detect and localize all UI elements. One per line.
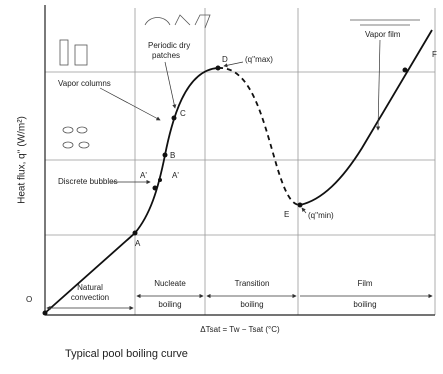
leaders xyxy=(100,40,380,213)
annotation: (q''max) xyxy=(245,55,273,64)
annotation: Vapor columns xyxy=(58,79,111,88)
region-label: Film xyxy=(357,279,372,288)
region-label: boiling xyxy=(240,300,263,309)
point-label: E xyxy=(284,210,289,219)
region-label: convection xyxy=(71,293,109,302)
point-label: O xyxy=(26,295,32,304)
point-label: A' xyxy=(172,171,179,180)
annotation: Periodic dry xyxy=(148,41,190,50)
point-label: F xyxy=(432,50,437,59)
point-label: A xyxy=(135,239,141,248)
region-label: boiling xyxy=(158,300,181,309)
point-label: A' xyxy=(140,171,147,180)
region-label: Natural xyxy=(77,283,103,292)
caption: Typical pool boiling curve xyxy=(65,348,188,360)
annotation: (q''min) xyxy=(308,211,334,220)
region-label: boiling xyxy=(353,300,376,309)
region-label: Transition xyxy=(235,279,270,288)
boiling-diagram: Heat flux, q'' (W/m²) O A A' A' B C D E … xyxy=(0,0,443,374)
grid xyxy=(45,5,435,315)
point-markers xyxy=(43,66,408,316)
region-label: Nucleate xyxy=(154,279,186,288)
annotation: patches xyxy=(152,51,180,60)
annotation: Discrete bubbles xyxy=(58,177,118,186)
point-label: B xyxy=(170,151,175,160)
point-label: C xyxy=(180,109,186,118)
annotation: Vapor film xyxy=(365,30,401,39)
point-label: D xyxy=(222,55,228,64)
boiling-curve xyxy=(45,30,432,313)
x-axis-label: ΔTsat = Tw − Tsat (°C) xyxy=(200,325,280,334)
y-axis-label: Heat flux, q'' (W/m²) xyxy=(17,116,28,204)
